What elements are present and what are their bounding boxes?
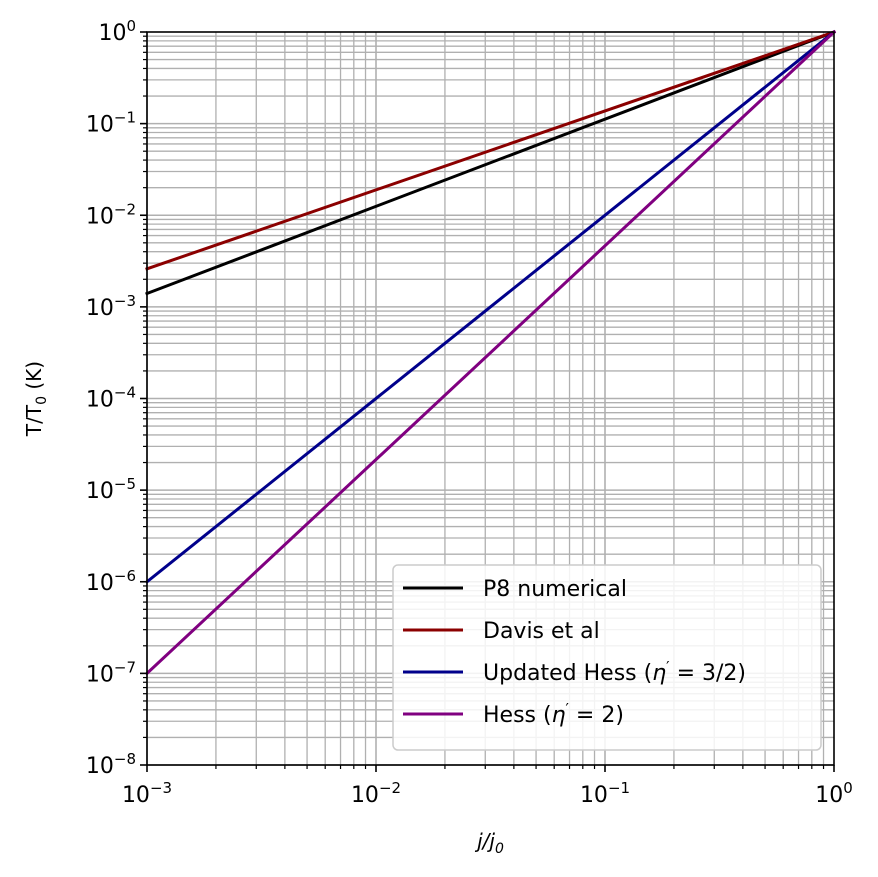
series-lines <box>144 29 837 676</box>
y-tick-label: 10−4 <box>86 384 136 413</box>
legend-box <box>392 564 822 751</box>
x-tick-label: 100 <box>815 779 853 808</box>
x-tick-label: 10−2 <box>351 779 401 808</box>
y-tick-label: 10−1 <box>86 109 136 138</box>
series-line-1 <box>145 30 836 296</box>
x-tick-label: 10−1 <box>580 779 630 808</box>
y-tick-label: 10−2 <box>86 200 136 229</box>
x-axis-label: j/j0 <box>474 829 504 857</box>
legend-label-1: P8 numerical <box>483 577 627 602</box>
series-line-2 <box>145 30 836 271</box>
tick-labels: 10−3 10−2 10−1 100 10−8 10−7 10−6 10−5 10−4 10−3 1… <box>86 17 853 808</box>
series-line-3 <box>144 29 837 584</box>
y-tick-label: 10−5 <box>86 475 136 504</box>
y-tick-label: 100 <box>98 17 136 46</box>
y-axis-label: T/T0 (K) <box>22 361 50 437</box>
legend-label-3: Updated Hess (η′ = 3/2) <box>483 658 746 686</box>
legend: P8 numerical Davis et al Updated Hess (η′ … <box>392 564 822 751</box>
legend-label-4: Hess (η′ = 2) <box>483 700 624 728</box>
y-tick-label: 10−8 <box>86 750 136 779</box>
series-line-4 <box>144 29 837 676</box>
y-tick-label: 10−3 <box>86 292 136 321</box>
tick-marks <box>140 31 835 772</box>
legend-label-2: Davis et al <box>483 619 600 644</box>
y-tick-label: 10−6 <box>86 567 136 596</box>
axis-labels: j/j0 T/T0 (K) <box>22 361 504 857</box>
y-tick-label: 10−7 <box>86 658 136 687</box>
x-tick-label: 10−3 <box>122 779 172 808</box>
